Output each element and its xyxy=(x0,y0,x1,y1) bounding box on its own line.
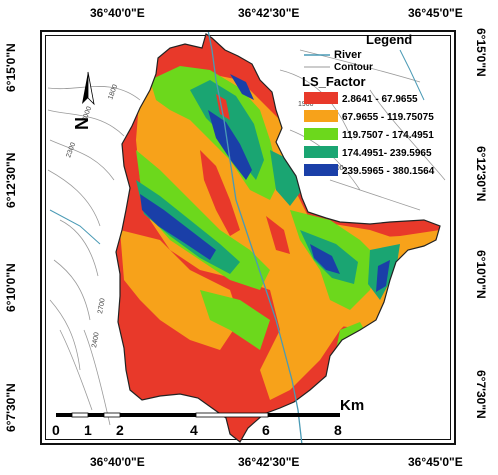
river-tributary xyxy=(49,209,101,245)
lat-label-right-4: 6°7'30"N xyxy=(474,370,488,419)
map-neatline xyxy=(45,35,451,440)
lon-label-top-2: 36°42'30"E xyxy=(238,6,300,20)
legend-class-label-2: 67.9655 - 119.75075 xyxy=(342,112,434,123)
map-frame: 2000 2300 2700 2400 1900 2500 1800 3700 xyxy=(40,30,456,445)
scale-label-1: 1 xyxy=(84,422,92,438)
legend-swatch-1 xyxy=(304,92,338,104)
lon-label-top-3: 36°45'0"E xyxy=(408,6,463,20)
scale-label-4: 4 xyxy=(190,422,198,438)
legend: Legend River Contour LS_Factor 2.8641 - … xyxy=(302,32,435,177)
legend-swatch-4 xyxy=(304,146,338,158)
legend-class-label-5: 239.5965 - 380.1564 xyxy=(342,166,435,177)
river-tributary-2 xyxy=(399,49,425,101)
contour-label-2700: 2700 xyxy=(97,298,107,315)
map-canvas: 2000 2300 2700 2400 1900 2500 1800 3700 xyxy=(47,32,446,443)
legend-river-label: River xyxy=(334,49,362,61)
scale-label-0: 0 xyxy=(52,422,60,438)
contour-label-1900: 1900 xyxy=(298,101,314,108)
legend-class-label-3: 119.7507 - 174.4951 xyxy=(342,130,434,141)
contour-lines xyxy=(47,49,446,426)
ls-factor-raster xyxy=(116,34,440,442)
contour-label-1800: 1800 xyxy=(107,84,119,101)
raster-class-5 xyxy=(208,110,252,180)
lat-label-left-4: 6°7'30"N xyxy=(4,383,18,432)
legend-classes: 2.8641 - 67.9655 67.9655 - 119.75075 119.7… xyxy=(304,92,435,177)
contour-label-2000: 2000 xyxy=(81,106,93,123)
north-arrow-letter: N xyxy=(72,117,92,130)
contour-label-2300: 2300 xyxy=(65,142,77,159)
scale-label-6: 6 xyxy=(262,422,270,438)
legend-swatch-2 xyxy=(304,110,338,122)
lat-label-left-2: 6°12'30"N xyxy=(4,152,18,208)
legend-class-label-1: 2.8641 - 67.9655 xyxy=(342,94,418,105)
lat-label-left-1: 6°15'0"N xyxy=(4,43,18,92)
lon-label-bottom-1: 36°40'0"E xyxy=(90,455,145,469)
lon-label-bottom-3: 36°45'0"E xyxy=(408,455,463,469)
lon-label-top-1: 36°40'0"E xyxy=(90,6,145,20)
catchment-boundary xyxy=(115,33,441,443)
north-arrow-icon: N xyxy=(72,71,95,130)
scale-label-8: 8 xyxy=(334,422,342,438)
lat-label-right-2: 6°12'30"N xyxy=(474,146,488,202)
legend-title: Legend xyxy=(366,32,412,47)
contour-label-2400: 2400 xyxy=(91,332,101,349)
legend-swatch-3 xyxy=(304,128,338,140)
scale-label-2: 2 xyxy=(116,422,124,438)
scale-bar: Km 0 1 2 4 6 8 xyxy=(52,397,364,438)
lat-label-right-1: 6°15'0"N xyxy=(474,28,488,77)
legend-contour-label: Contour xyxy=(334,62,373,73)
lon-label-bottom-2: 36°42'30"E xyxy=(238,455,300,469)
lat-label-left-3: 6°10'0"N xyxy=(4,263,18,312)
legend-factor-title: LS_Factor xyxy=(302,74,366,89)
scale-bar-unit: Km xyxy=(340,397,364,414)
lat-label-right-3: 6°10'0"N xyxy=(474,250,488,299)
river-line xyxy=(207,32,303,443)
legend-swatch-5 xyxy=(304,164,338,176)
legend-class-label-4: 174.4951- 239.5965 xyxy=(342,148,432,159)
